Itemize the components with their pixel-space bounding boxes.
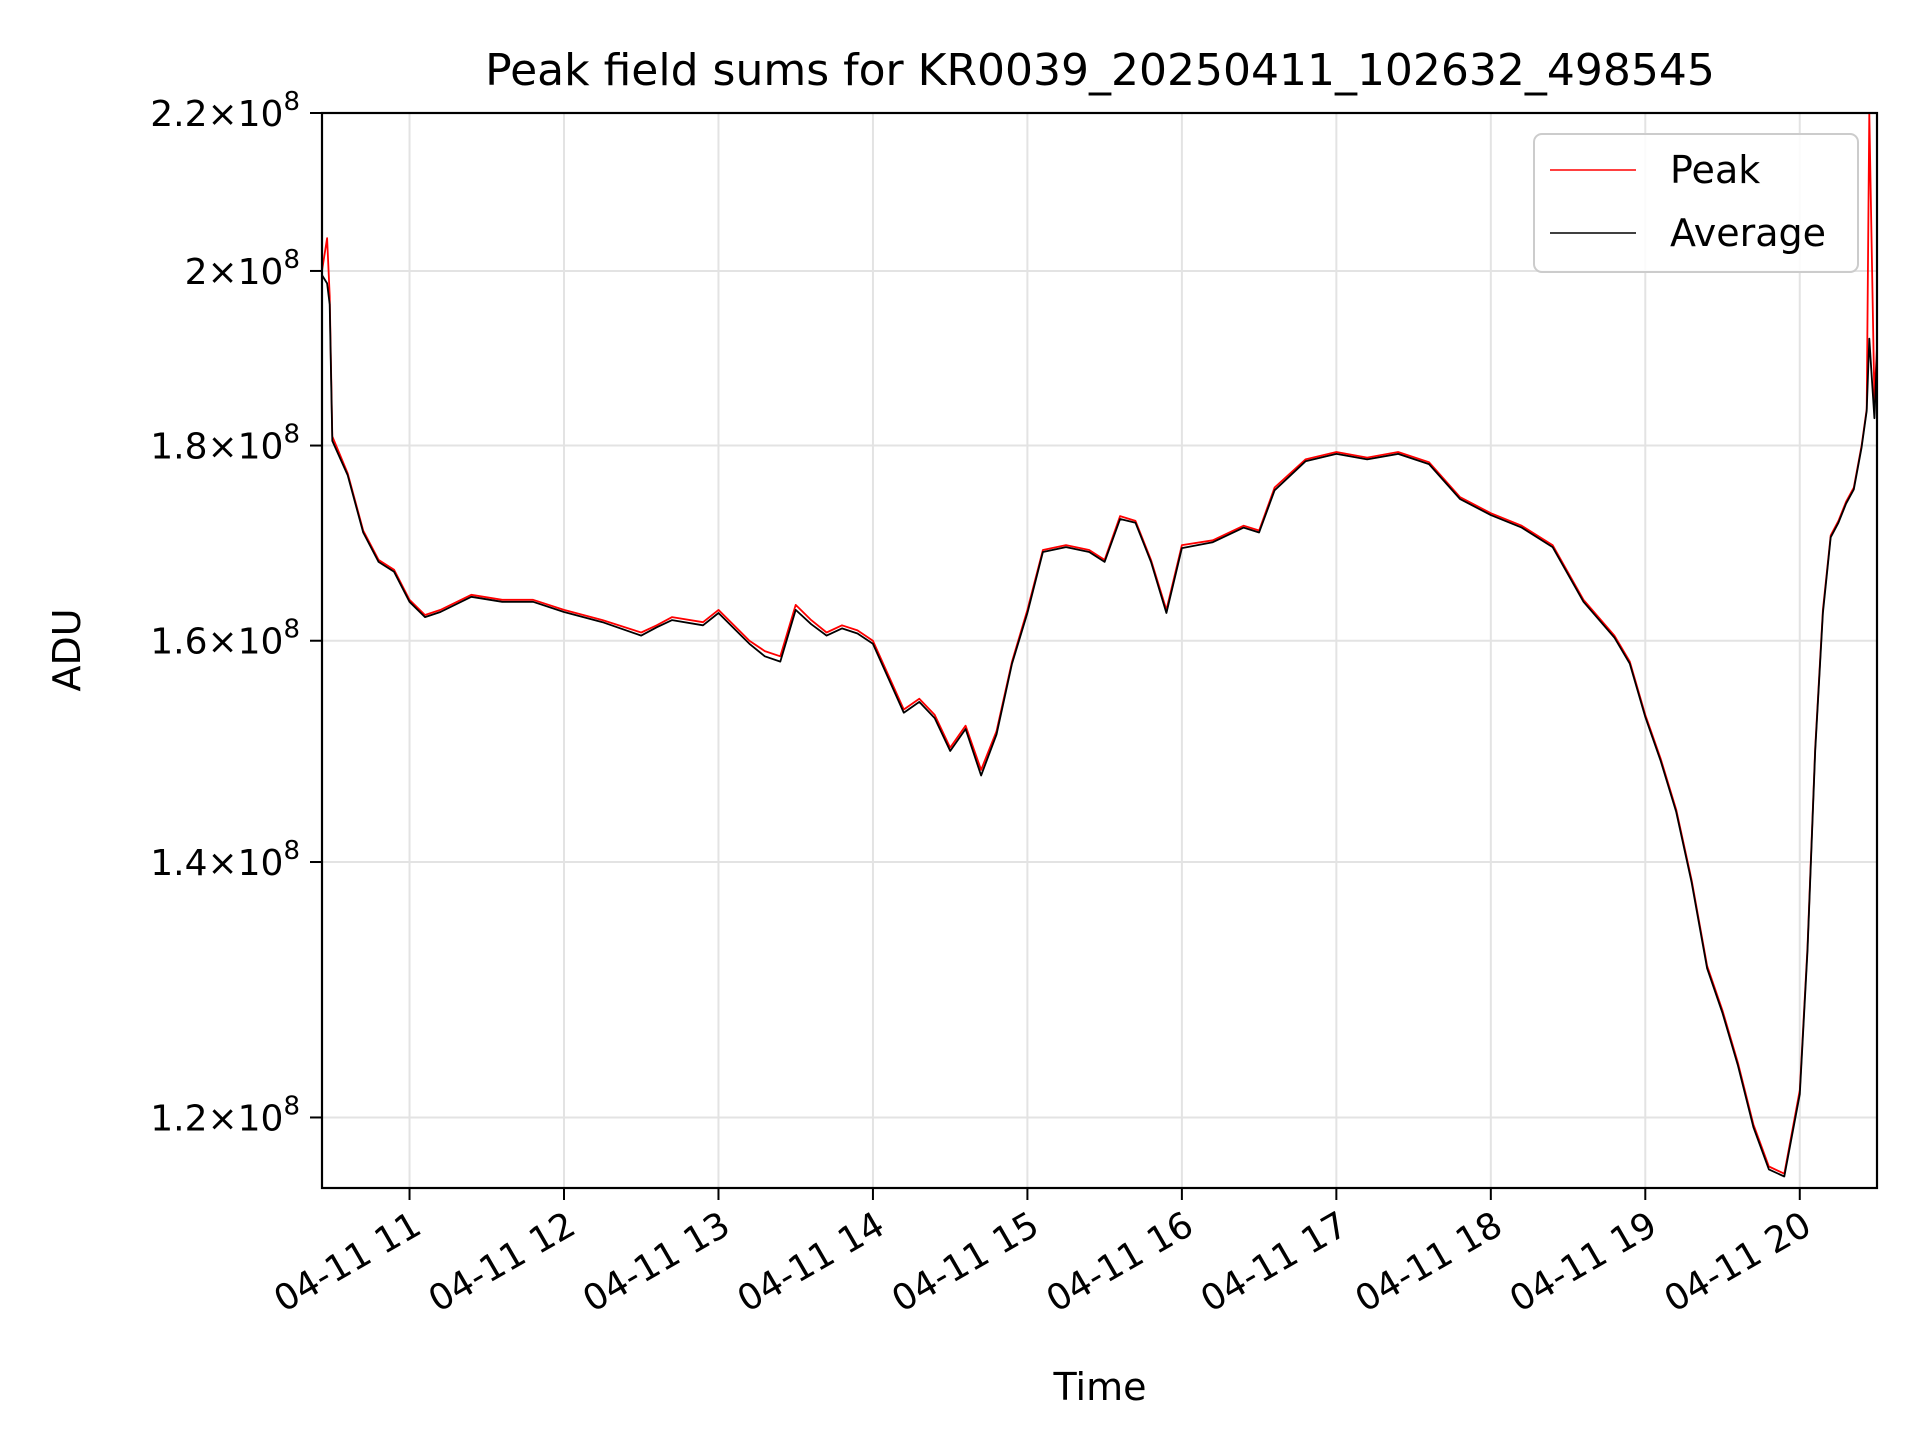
series-line-average (321, 274, 1878, 1178)
plot-frame (320, 111, 1879, 1190)
legend-box (1533, 133, 1859, 273)
y-tick-label: 1.4×108 (150, 836, 300, 884)
series-lines (321, 112, 1878, 1178)
y-tick-label: 2.2×108 (150, 87, 300, 135)
y-tick-label: 2×108 (185, 245, 300, 293)
y-tick-label: 1.2×108 (150, 1091, 300, 1139)
chart-title: Peak field sums for KR0039_20250411_1026… (485, 45, 1715, 96)
legend: Peak Average (1533, 133, 1859, 273)
legend-peak-label: Peak (1670, 148, 1760, 192)
series-line-peak (321, 112, 1878, 1175)
legend-average-label: Average (1670, 211, 1826, 255)
y-tick-label: 1.8×108 (150, 420, 300, 468)
y-tick-label: 1.6×108 (150, 615, 300, 663)
y-axis-label: ADU (45, 608, 89, 691)
x-axis-label: Time (1053, 1365, 1147, 1409)
y-axis-ticks: 1.2×108 1.4×108 1.6×108 1.8×108 2×108 2.2×108 (150, 87, 322, 1139)
